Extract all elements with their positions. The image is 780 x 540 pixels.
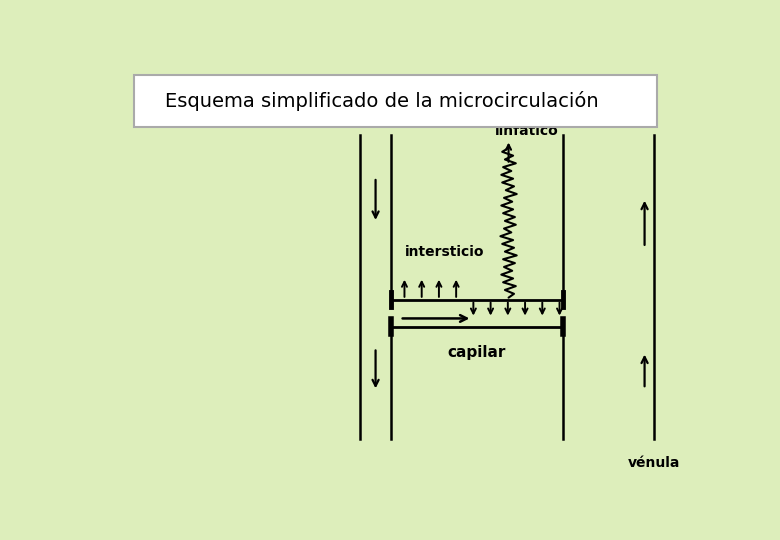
- Text: Esquema simplificado de la microcirculación: Esquema simplificado de la microcirculac…: [165, 91, 598, 111]
- Text: vénula: vénula: [627, 456, 680, 470]
- Text: arteriola: arteriola: [330, 111, 397, 125]
- Text: capilar: capilar: [448, 346, 506, 361]
- FancyBboxPatch shape: [134, 75, 657, 127]
- Text: linfático: linfático: [495, 124, 558, 138]
- Text: intersticio: intersticio: [406, 245, 485, 259]
